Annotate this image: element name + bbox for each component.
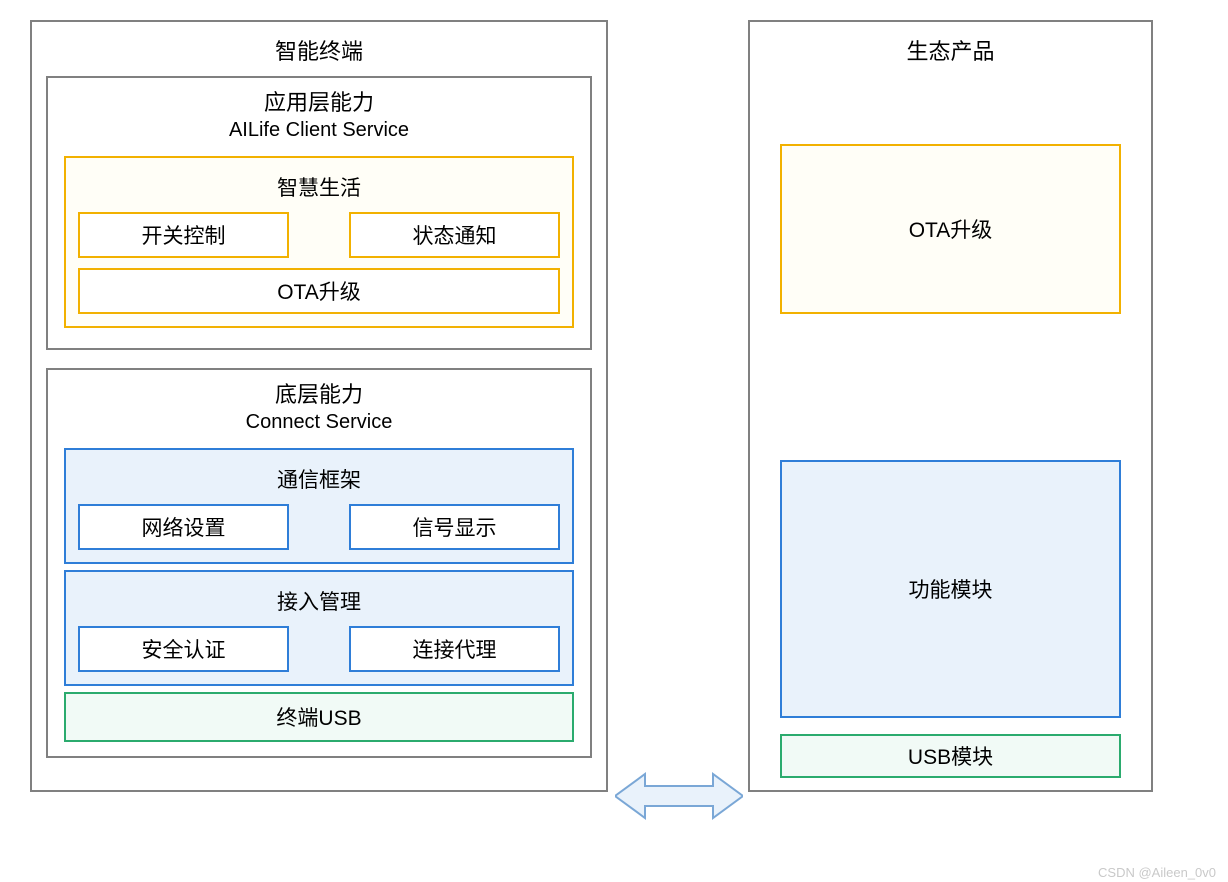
connect-proxy-box: 连接代理 (349, 626, 560, 672)
right-usb-box: USB模块 (780, 734, 1121, 778)
watermark-text: CSDN @Aileen_0v0 (1098, 865, 1216, 880)
smart-terminal-column: 智能终端 应用层能力 AILife Client Service 智慧生活 开关… (30, 20, 608, 792)
signal-display-box: 信号显示 (349, 504, 560, 550)
access-mgmt-module: 接入管理 安全认证 连接代理 (64, 570, 574, 686)
status-notify-box: 状态通知 (349, 212, 560, 258)
smart-life-title: 智慧生活 (78, 168, 560, 212)
app-layer-title: 应用层能力 (48, 78, 590, 119)
base-layer-subtitle: Connect Service (48, 411, 590, 442)
right-ota-box: OTA升级 (780, 144, 1121, 314)
smart-life-module: 智慧生活 开关控制 状态通知 OTA升级 (64, 156, 574, 328)
bidirectional-arrow-icon (615, 766, 743, 826)
security-auth-box: 安全认证 (78, 626, 289, 672)
smart-life-row: 开关控制 状态通知 (78, 212, 560, 258)
architecture-diagram: 智能终端 应用层能力 AILife Client Service 智慧生活 开关… (0, 0, 1228, 812)
eco-product-title: 生态产品 (750, 22, 1151, 76)
base-layer-section: 底层能力 Connect Service 通信框架 网络设置 信号显示 接入管理… (46, 368, 592, 758)
switch-control-box: 开关控制 (78, 212, 289, 258)
comm-framework-title: 通信框架 (78, 460, 560, 504)
access-mgmt-title: 接入管理 (78, 582, 560, 626)
right-func-box: 功能模块 (780, 460, 1121, 718)
ota-upgrade-box: OTA升级 (78, 268, 560, 314)
access-row: 安全认证 连接代理 (78, 626, 560, 672)
terminal-usb-box: 终端USB (64, 692, 574, 742)
ota-upgrade-row: OTA升级 (78, 268, 560, 314)
comm-row: 网络设置 信号显示 (78, 504, 560, 550)
network-setting-box: 网络设置 (78, 504, 289, 550)
app-layer-section: 应用层能力 AILife Client Service 智慧生活 开关控制 状态… (46, 76, 592, 350)
eco-product-column: 生态产品 OTA升级 功能模块 USB模块 (748, 20, 1153, 792)
smart-terminal-title: 智能终端 (32, 22, 606, 76)
comm-framework-module: 通信框架 网络设置 信号显示 (64, 448, 574, 564)
app-layer-subtitle: AILife Client Service (48, 119, 590, 150)
base-layer-title: 底层能力 (48, 370, 590, 411)
